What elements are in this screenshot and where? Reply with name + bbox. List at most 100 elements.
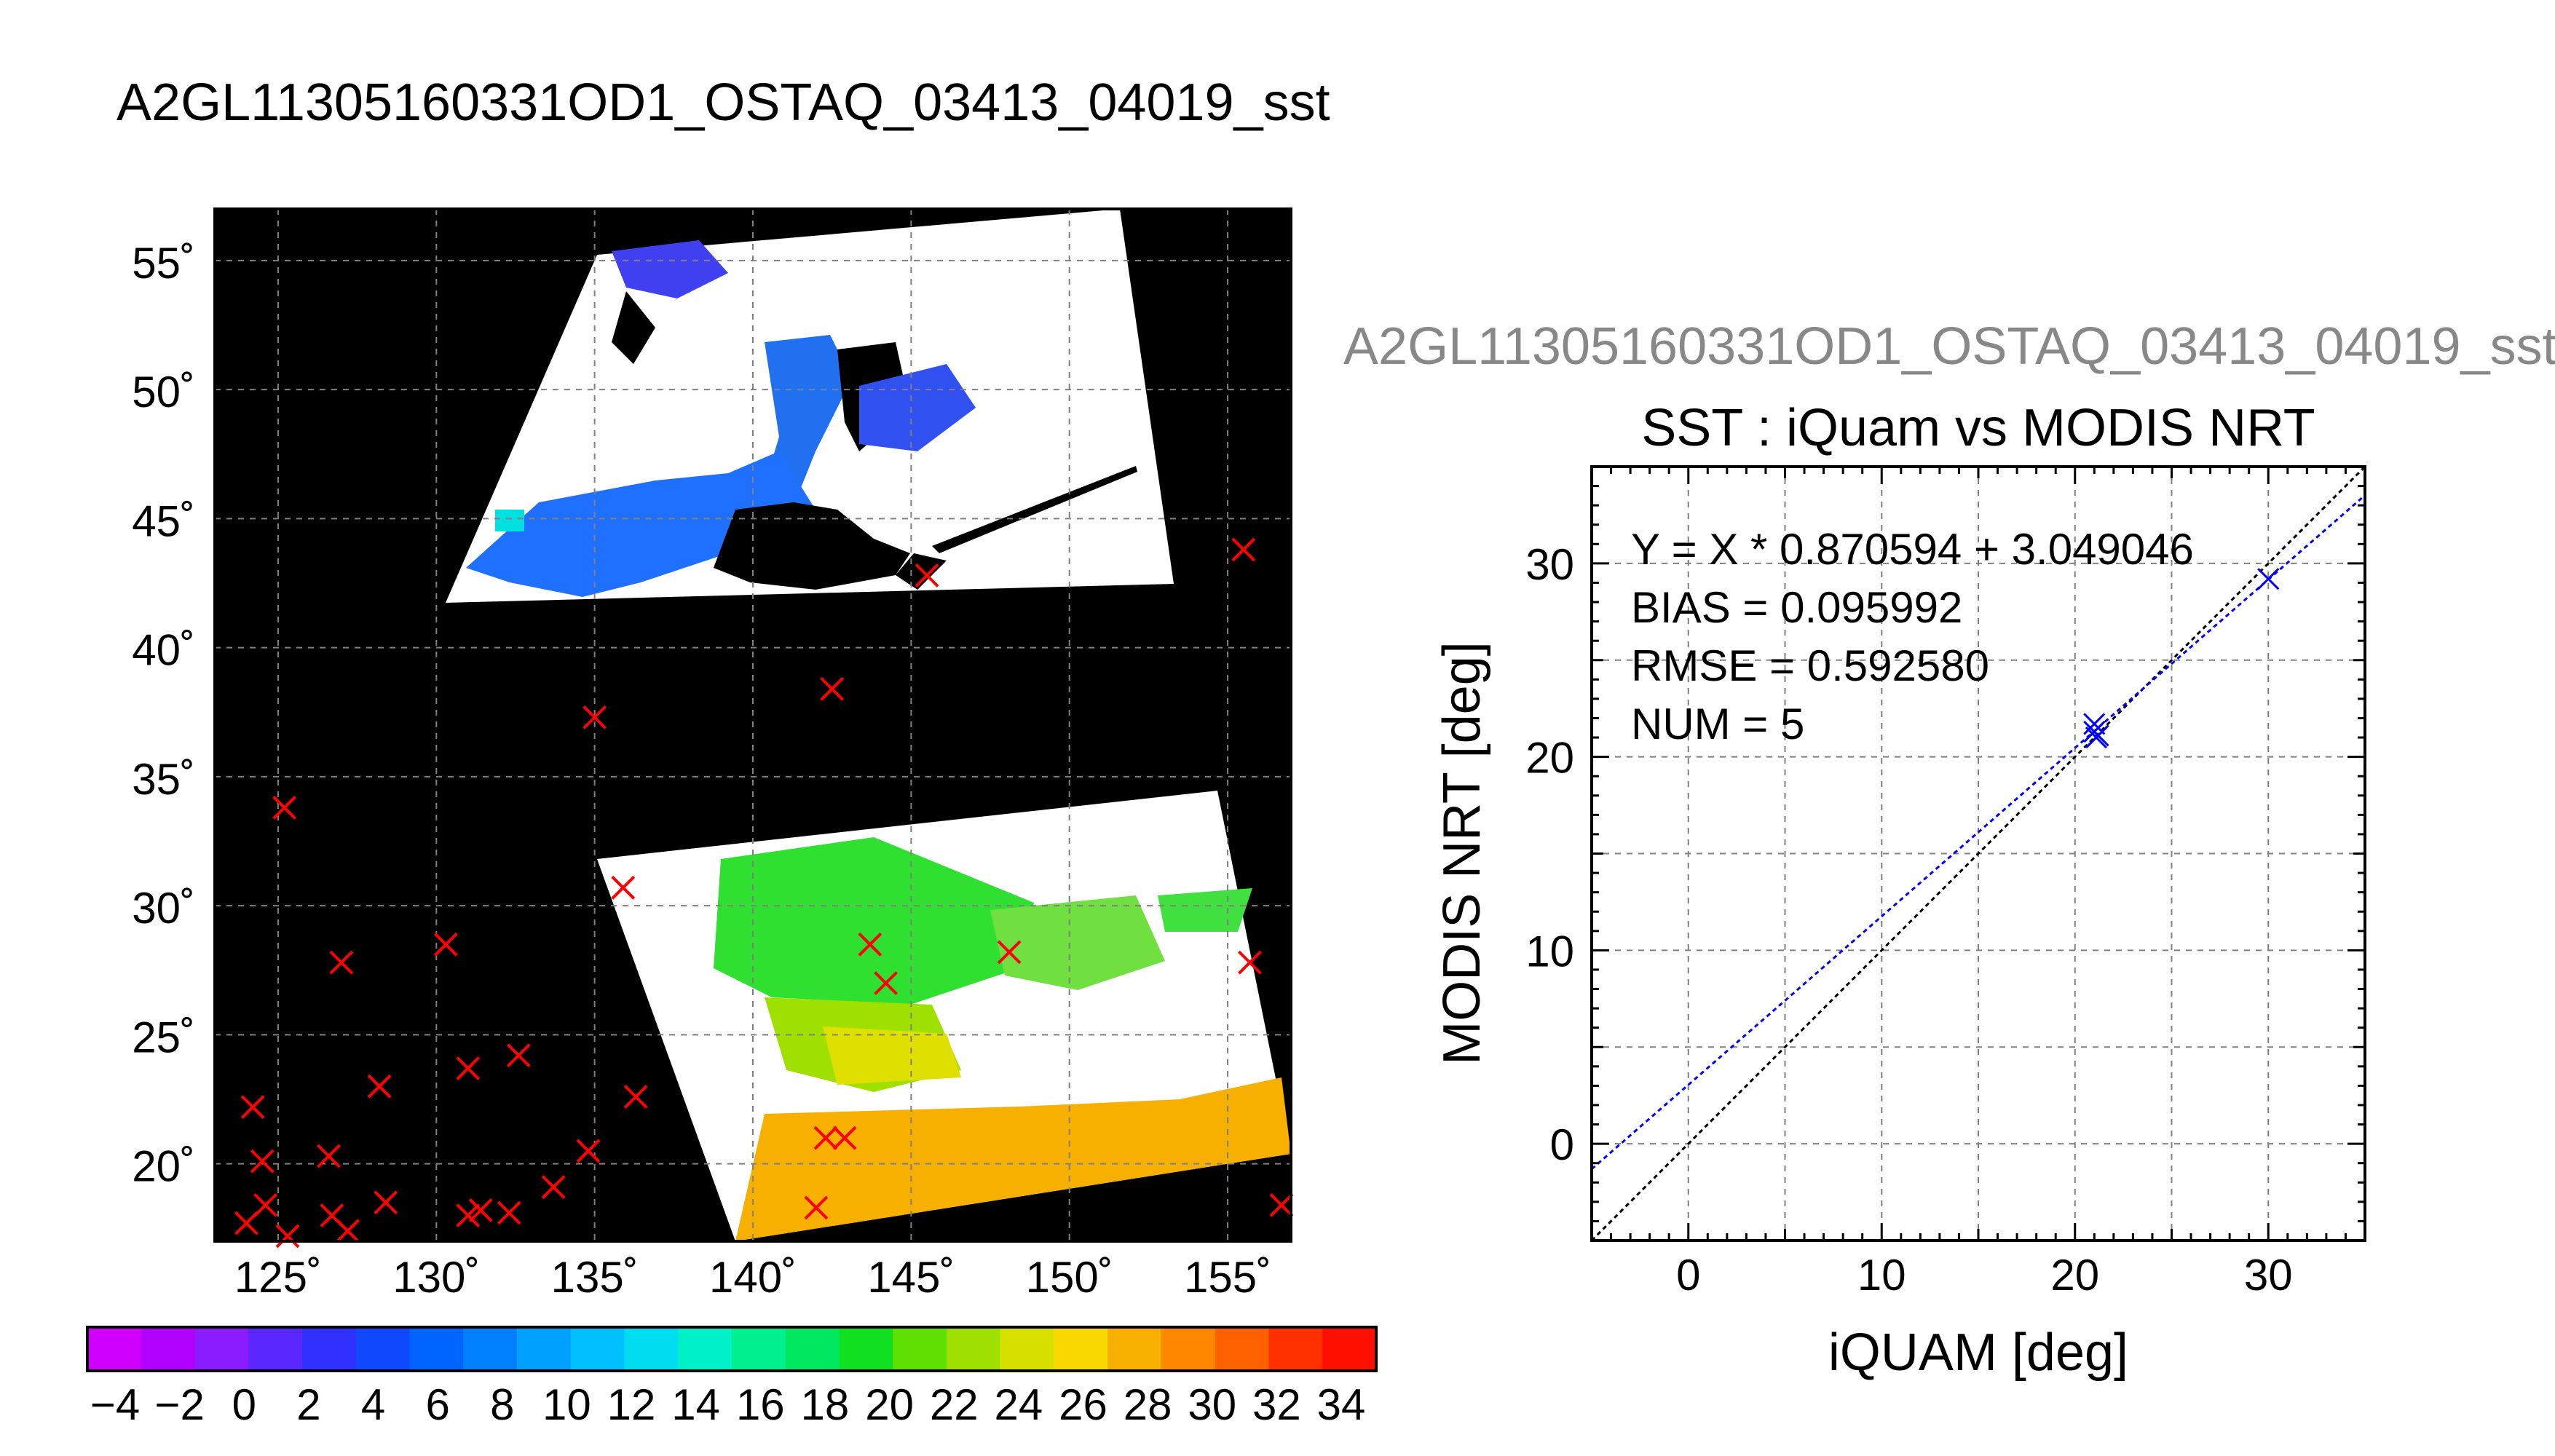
map-frame [213, 207, 1292, 1243]
colorbar-swatch [141, 1327, 195, 1371]
colorbar-swatch [947, 1327, 1001, 1371]
colorbar-label: −2 [154, 1380, 204, 1429]
map-point [915, 563, 939, 587]
colorbar-label: 2 [296, 1380, 320, 1429]
colorbar-swatch [463, 1327, 518, 1371]
colorbar-swatch [624, 1327, 679, 1371]
colorbar-swatch [1322, 1327, 1377, 1371]
map-point [874, 971, 898, 995]
lat-tick-label: 45˚ [132, 496, 195, 545]
map-point [813, 1125, 838, 1150]
map-point [506, 1043, 531, 1068]
colorbar-label: 28 [1124, 1380, 1172, 1429]
colorbar-label: 20 [865, 1380, 914, 1429]
page-title: A2GL11305160331OD1_OSTAQ_03413_04019_sst [117, 74, 1330, 132]
colorbar-swatch [302, 1327, 357, 1371]
colorbar-frame [86, 1326, 1378, 1372]
colorbar-label: 30 [1188, 1380, 1236, 1429]
map-point [820, 676, 845, 701]
colorbar-swatch [732, 1327, 786, 1371]
colorbar-label: 0 [232, 1380, 256, 1429]
sst-patch [495, 510, 524, 531]
swath-layer [446, 209, 1291, 1241]
sst-patch [714, 837, 1034, 1005]
colorbar-label: 16 [736, 1380, 785, 1429]
colorbar-swatch [678, 1327, 732, 1371]
colorbar-swatch [839, 1327, 893, 1371]
colorbar-swatch [194, 1327, 249, 1371]
map-point [275, 1224, 300, 1249]
x-tick-label: 30 [2244, 1251, 2293, 1299]
map-point [253, 1192, 277, 1217]
colorbar-swatch [87, 1327, 142, 1371]
colorbar-label: 24 [994, 1380, 1043, 1429]
map-point [1238, 950, 1262, 975]
sst-patch [1158, 888, 1252, 932]
sst-patch [612, 240, 728, 298]
land-hokkaido [714, 502, 910, 590]
sst-patch [466, 451, 816, 597]
x-axis-label: iQUAM [deg] [1828, 1324, 2128, 1382]
map-point [456, 1056, 481, 1080]
sst-map: 55˚ 50˚ 45˚ 40˚ 35˚ 30˚ 25˚ 20˚ 125˚ 130˚ 135˚ 140… [132, 207, 1294, 1302]
plot-grid [1592, 467, 2365, 1241]
sst-patch [859, 364, 976, 451]
colorbar-label: 32 [1252, 1380, 1301, 1429]
lat-tick-label: 40˚ [132, 626, 195, 675]
lat-tick-label: 20˚ [132, 1142, 195, 1191]
colorbar-swatch [785, 1327, 840, 1371]
lat-tick-label: 35˚ [132, 755, 195, 804]
colorbar-swatch [570, 1327, 625, 1371]
y-tick-label: 10 [1525, 927, 1574, 976]
latitude-labels: 55˚ 50˚ 45˚ 40˚ 35˚ 30˚ 25˚ 20˚ [132, 239, 195, 1191]
map-point [804, 1195, 829, 1220]
colorbar-label: 6 [425, 1380, 449, 1429]
map-point [367, 1074, 392, 1099]
map-point [468, 1198, 493, 1222]
map-point [329, 950, 354, 975]
colorbar-label: −4 [90, 1380, 140, 1429]
y-tick-label: 0 [1550, 1120, 1574, 1169]
y-tick-label: 30 [1525, 540, 1574, 589]
lon-tick-label: 140˚ [709, 1253, 797, 1302]
land-sakhalin [612, 291, 655, 364]
colorbar-label: 22 [930, 1380, 979, 1429]
stats-annotation: RMSE = 0.592580 [1631, 641, 1989, 690]
colorbar-label: 26 [1059, 1380, 1107, 1429]
sst-patch [990, 895, 1165, 990]
colorbar-swatch [1215, 1327, 1269, 1371]
longitude-labels: 125˚ 130˚ 135˚ 140˚ 145˚ 150˚ 155˚ [234, 1253, 1271, 1302]
colorbar-swatch [1000, 1327, 1054, 1371]
identity-line [1592, 467, 2365, 1241]
colorbar-swatch [1161, 1327, 1216, 1371]
map-matchup-points [234, 537, 1294, 1249]
stats-annotation: BIAS = 0.095992 [1631, 583, 1962, 632]
stats-annotations: Y = X * 0.870594 + 3.049046 BIAS = 0.0959… [1631, 525, 2194, 748]
colorbar-swatch [517, 1327, 572, 1371]
lon-tick-label: 125˚ [234, 1253, 322, 1302]
map-point [832, 1125, 857, 1150]
scatter-point [2257, 568, 2280, 590]
y-axis-label: MODIS NRT [deg] [1433, 641, 1491, 1065]
colorbar-swatch [409, 1327, 464, 1371]
scatter-chart-title: SST : iQuam vs MODIS NRT [1641, 399, 2315, 457]
stats-annotation: NUM = 5 [1631, 700, 1804, 748]
sst-patch [735, 1077, 1291, 1241]
colorbar-swatch [248, 1327, 303, 1371]
colorbar-label: 34 [1317, 1380, 1366, 1429]
plot-lines [1592, 467, 2365, 1241]
sst-patch [823, 1026, 961, 1085]
map-point [997, 940, 1022, 965]
plot-points [2083, 568, 2280, 749]
x-tick-labels: 0 10 20 30 [1676, 1251, 2293, 1299]
lat-tick-label: 25˚ [132, 1013, 195, 1061]
lon-tick-label: 155˚ [1184, 1253, 1271, 1302]
lon-tick-label: 135˚ [551, 1253, 639, 1302]
map-point [583, 705, 607, 729]
colorbar-label: 8 [490, 1380, 514, 1429]
map-point [336, 1219, 360, 1243]
plot-ticks [1592, 467, 2365, 1241]
colorbar [86, 1326, 1378, 1372]
scatter-plot: 0 10 20 30 0 10 20 30 Y = X * 0.870594 + 3.049… [1525, 465, 2366, 1299]
